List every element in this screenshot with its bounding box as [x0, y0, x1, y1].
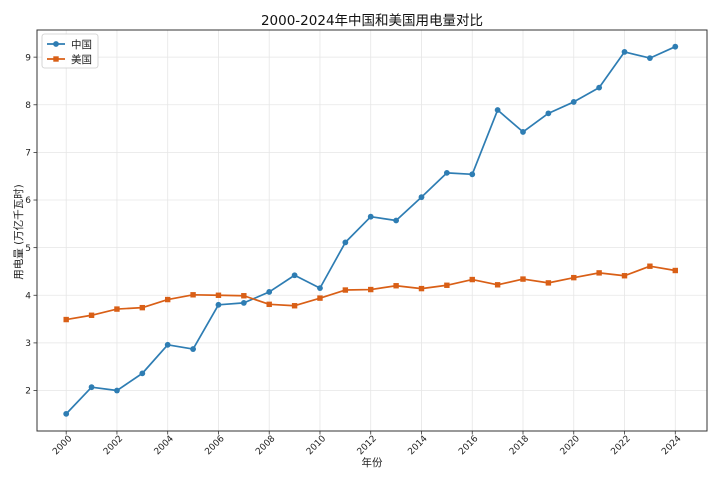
data-point [443, 169, 450, 176]
series-china [63, 43, 679, 417]
data-point [418, 285, 425, 292]
series-layer [63, 43, 679, 417]
data-point [596, 84, 603, 91]
data-point [215, 301, 222, 308]
data-point [571, 274, 577, 281]
data-point [190, 292, 196, 298]
data-point [621, 49, 628, 55]
data-point [393, 283, 399, 289]
data-point [317, 285, 323, 292]
chart-title: 2000-2024年中国和美国用电量对比 [261, 13, 483, 29]
data-point [367, 213, 374, 220]
data-point [317, 295, 323, 301]
legend-label: 中国 [71, 38, 92, 51]
data-point [647, 263, 653, 269]
data-point [646, 55, 653, 61]
y-tick-label: 3 [25, 339, 31, 349]
data-point [342, 239, 349, 246]
data-point [139, 304, 146, 311]
data-point [596, 270, 602, 276]
data-point [240, 299, 247, 306]
data-point [63, 410, 70, 417]
legend-entry: 美国 [47, 53, 92, 66]
data-point [241, 293, 247, 299]
data-point [368, 286, 374, 293]
y-tick-label: 9 [25, 53, 31, 63]
data-point [63, 316, 69, 323]
y-axis-title: 用电量 (万亿千瓦时) [12, 184, 25, 280]
data-point [266, 301, 272, 308]
data-point [139, 370, 146, 377]
data-point [215, 292, 222, 298]
grid [37, 30, 707, 431]
data-point [570, 99, 577, 105]
data-point [621, 273, 628, 279]
data-point [520, 129, 526, 135]
y-tick-label: 2 [25, 387, 31, 397]
y-axis-ticks: 2 3 4 5 6 7 8 9 [25, 53, 37, 397]
data-point [545, 110, 552, 117]
series-usa [63, 263, 678, 323]
data-point [545, 280, 552, 286]
legend-marker [53, 56, 59, 62]
data-point [520, 276, 526, 282]
legend-label: 美国 [71, 53, 92, 66]
y-tick-label: 6 [25, 196, 31, 206]
data-point [291, 272, 298, 279]
data-point [672, 267, 678, 274]
y-tick-label: 5 [25, 244, 31, 254]
data-point [88, 384, 95, 391]
data-point [165, 296, 171, 303]
y-tick-label: 7 [25, 149, 31, 159]
data-point [114, 306, 120, 312]
data-point [393, 217, 400, 224]
legend-entry: 中国 [47, 38, 92, 51]
y-tick-label: 4 [25, 291, 31, 301]
data-point [494, 107, 501, 113]
data-point [164, 341, 171, 348]
data-point [190, 346, 196, 352]
x-axis-title: 年份 [362, 456, 383, 469]
data-point [291, 303, 298, 309]
data-point [88, 312, 95, 318]
data-point [469, 171, 476, 178]
data-point [469, 276, 475, 283]
data-point [444, 282, 450, 288]
data-point [114, 387, 120, 394]
y-tick-label: 8 [25, 101, 31, 111]
data-point [672, 43, 679, 50]
legend-marker [53, 41, 59, 47]
data-point [266, 289, 273, 295]
data-point [494, 282, 501, 288]
plot-frame [36, 29, 708, 432]
data-point [342, 287, 349, 293]
data-point [418, 194, 425, 201]
